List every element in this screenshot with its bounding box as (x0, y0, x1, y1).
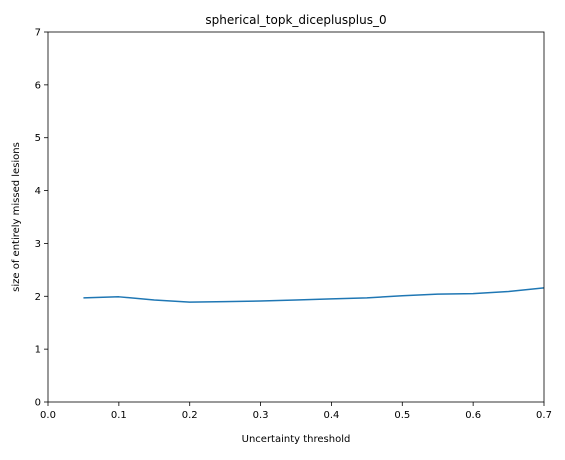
plot-frame (47, 31, 545, 403)
y-tick-label: 6 (35, 80, 41, 91)
y-tick-label: 4 (35, 186, 41, 197)
x-tick-label: 0.6 (465, 410, 481, 421)
series-line-0 (83, 287, 544, 303)
y-tick-label: 0 (35, 398, 41, 409)
y-tick-label: 1 (35, 345, 41, 356)
y-tick-label: 7 (35, 28, 41, 39)
x-tick-label: 0.4 (323, 410, 339, 421)
x-tick-label: 0.7 (536, 410, 552, 421)
y-axis-label: size of entirely missed lesions (11, 142, 22, 292)
x-axis: 0.0 0.1 0.2 0.3 0.4 0.5 0.6 0.7 (40, 402, 552, 421)
y-tick-label: 2 (35, 292, 41, 303)
x-tick-label: 0.1 (111, 410, 127, 421)
chart-title: spherical_topk_diceplusplus_0 (205, 13, 386, 27)
y-axis: 0 1 2 3 4 5 6 7 (35, 28, 48, 409)
x-tick-label: 0.3 (253, 410, 269, 421)
x-tick-label: 0.2 (182, 410, 198, 421)
x-tick-label: 0.0 (40, 410, 56, 421)
y-tick-label: 3 (35, 239, 41, 250)
plot-area (47, 31, 545, 403)
y-tick-label: 5 (35, 133, 41, 144)
x-axis-label: Uncertainty threshold (242, 434, 351, 445)
x-tick-label: 0.5 (394, 410, 410, 421)
